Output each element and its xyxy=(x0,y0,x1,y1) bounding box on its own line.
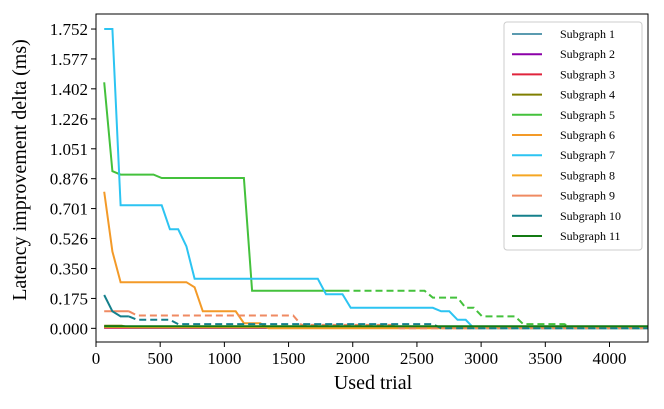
x-tick-label: 3500 xyxy=(528,349,562,368)
legend-label-subgraph-10: Subgraph 10 xyxy=(560,209,621,223)
y-tick-label: 0.175 xyxy=(50,289,88,308)
series-line-subgraph-5 xyxy=(103,82,343,292)
y-tick-label: 1.402 xyxy=(50,80,88,99)
legend: Subgraph 1 Subgraph 2 Subgraph 3 Subgraph 4… xyxy=(503,21,643,251)
legend-box xyxy=(503,21,643,251)
series-line-subgraph-7 xyxy=(104,28,648,330)
series-dashed-subgraph-5 xyxy=(342,289,648,330)
y-tick-label: 1.226 xyxy=(50,110,88,129)
series-dashed-subgraph-10 xyxy=(128,315,648,330)
legend-label-subgraph-11: Subgraph 11 xyxy=(560,229,621,243)
x-tick-label: 3000 xyxy=(464,349,498,368)
series-lines xyxy=(103,28,648,330)
y-tick-label: 1.577 xyxy=(50,50,89,69)
y-tick-label: 1.051 xyxy=(50,140,88,159)
series-dashed-subgraph-9 xyxy=(128,310,648,330)
y-tick-label: 0.526 xyxy=(50,229,88,248)
legend-label-subgraph-9: Subgraph 9 xyxy=(560,189,615,203)
legend-label-subgraph-3: Subgraph 3 xyxy=(560,67,615,81)
x-tick-label: 1000 xyxy=(207,349,241,368)
x-tick-label: 500 xyxy=(147,349,173,368)
x-tick-label: 0 xyxy=(92,349,101,368)
y-tick-label: 1.752 xyxy=(50,20,88,39)
y-axis-title: Latency improvement delta (ms) xyxy=(9,39,31,301)
y-tick-label: 0.000 xyxy=(50,319,88,338)
legend-label-subgraph-6: Subgraph 6 xyxy=(560,128,615,142)
y-tick-label: 0.701 xyxy=(50,200,88,219)
series-line-subgraph-10 xyxy=(103,294,129,318)
legend-label-subgraph-5: Subgraph 5 xyxy=(560,108,615,122)
legend-label-subgraph-8: Subgraph 8 xyxy=(560,168,615,182)
x-tick-label: 2000 xyxy=(336,349,370,368)
legend-label-subgraph-2: Subgraph 2 xyxy=(560,47,615,61)
x-tick-label: 1500 xyxy=(272,349,306,368)
legend-label-subgraph-1: Subgraph 1 xyxy=(560,27,615,41)
x-axis-title: Used trial xyxy=(334,372,413,394)
x-tick-label: 4000 xyxy=(592,349,626,368)
axes: 0 500 1000 1500 2000 2500 3000 3500 4000 0.000 0.1… xyxy=(50,13,649,368)
y-tick-label: 0.876 xyxy=(50,170,88,189)
y-tick-label: 0.350 xyxy=(50,260,88,279)
legend-label-subgraph-4: Subgraph 4 xyxy=(560,88,615,102)
legend-label-subgraph-7: Subgraph 7 xyxy=(560,148,615,162)
plot-frame xyxy=(95,13,649,343)
x-tick-label: 2500 xyxy=(400,349,434,368)
